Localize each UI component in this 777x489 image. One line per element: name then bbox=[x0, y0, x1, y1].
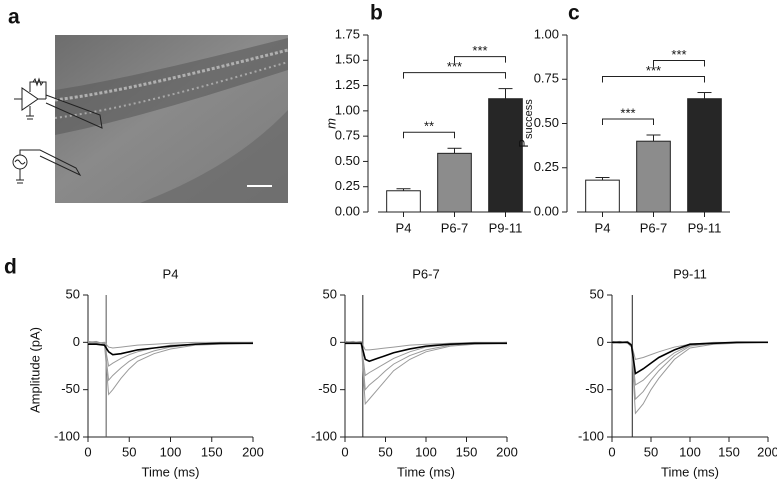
hair-cell-bundles bbox=[54, 48, 289, 102]
y-axis-label: Amplitude (pA) bbox=[27, 327, 42, 413]
bar bbox=[437, 152, 472, 213]
y-tick-label: 0.25 bbox=[534, 159, 559, 174]
x-axis-label: Time (ms) bbox=[141, 464, 199, 479]
y-tick-label: 1.25 bbox=[335, 77, 360, 92]
significance-label: *** bbox=[646, 63, 661, 78]
x-tick-label: 0 bbox=[341, 444, 348, 459]
y-tick-label: 50 bbox=[323, 286, 337, 301]
trace bbox=[611, 340, 768, 360]
tissue-region bbox=[140, 110, 288, 203]
x-tick-label: P4 bbox=[595, 220, 611, 235]
y-tick-label: -100 bbox=[311, 428, 337, 443]
chart-title: P6-7 bbox=[412, 266, 439, 281]
y-tick-label: 50 bbox=[590, 286, 604, 301]
y-tick-label: 0 bbox=[73, 334, 80, 349]
trace bbox=[344, 341, 508, 377]
x-tick-label: 50 bbox=[378, 444, 392, 459]
x-tick-label: 200 bbox=[496, 444, 518, 459]
significance-label: *** bbox=[447, 59, 462, 74]
y-tick-label: 0 bbox=[330, 334, 337, 349]
significance-label: *** bbox=[671, 47, 686, 62]
significance-label: ** bbox=[424, 119, 434, 134]
panel-label: d bbox=[4, 256, 17, 279]
significance-bracket bbox=[403, 72, 506, 79]
x-axis-label: Time (ms) bbox=[397, 464, 455, 479]
x-tick-label: P9-11 bbox=[688, 220, 722, 235]
significance-label: *** bbox=[620, 105, 635, 120]
trace bbox=[87, 340, 254, 382]
significance-bracket bbox=[454, 56, 506, 63]
bar bbox=[386, 190, 421, 213]
significance-bracket bbox=[653, 60, 705, 67]
y-tick-label: 0.75 bbox=[534, 71, 559, 86]
x-tick-label: 150 bbox=[718, 444, 740, 459]
trace bbox=[344, 340, 507, 351]
x-axis-label: Time (ms) bbox=[661, 464, 719, 479]
x-tick-label: 0 bbox=[84, 444, 91, 459]
y-tick-label: 1.50 bbox=[335, 52, 360, 67]
y-tick-label: -50 bbox=[318, 381, 337, 396]
x-tick-label: P6-7 bbox=[441, 220, 468, 235]
panel-label: c bbox=[568, 2, 580, 25]
bar bbox=[687, 98, 722, 213]
y-tick-label: 1.75 bbox=[335, 26, 360, 41]
y-tick-label: 0.00 bbox=[335, 203, 360, 218]
significance-bracket bbox=[602, 118, 654, 126]
trace bbox=[87, 341, 253, 349]
bar bbox=[488, 98, 523, 213]
significance-bracket bbox=[602, 76, 705, 83]
y-axis-label: m bbox=[323, 118, 338, 129]
x-tick-label: 150 bbox=[456, 444, 478, 459]
bar bbox=[636, 140, 671, 213]
panel-label: a bbox=[8, 6, 20, 29]
chart-title: P4 bbox=[163, 266, 179, 281]
y-tick-label: 0.25 bbox=[335, 178, 360, 193]
trace bbox=[88, 342, 253, 356]
hair-cell-row bbox=[55, 38, 288, 135]
y-tick-label: 0.50 bbox=[534, 115, 559, 130]
panel-label: b bbox=[370, 2, 383, 25]
y-tick-label: -50 bbox=[585, 381, 604, 396]
trace bbox=[612, 341, 768, 375]
x-tick-label: 0 bbox=[608, 444, 615, 459]
y-axis-label: Psuccess bbox=[516, 99, 534, 148]
y-axis-label-main: P bbox=[516, 139, 531, 148]
y-tick-label: -50 bbox=[61, 381, 80, 396]
bar bbox=[585, 179, 620, 213]
trace bbox=[87, 340, 254, 396]
x-tick-label: P4 bbox=[396, 220, 412, 235]
x-tick-label: 200 bbox=[242, 444, 264, 459]
y-tick-label: 0.75 bbox=[335, 128, 360, 143]
x-tick-label: 150 bbox=[201, 444, 223, 459]
x-tick-label: 100 bbox=[415, 444, 437, 459]
y-tick-label: -100 bbox=[578, 428, 604, 443]
x-tick-label: P6-7 bbox=[640, 220, 667, 235]
significance-bracket bbox=[403, 131, 455, 139]
chart-title: P9-11 bbox=[673, 266, 707, 281]
trace bbox=[611, 341, 768, 386]
y-tick-label: 1.00 bbox=[534, 26, 559, 41]
y-tick-label: 0.00 bbox=[534, 203, 559, 218]
y-tick-label: 0 bbox=[597, 334, 604, 349]
x-tick-label: 50 bbox=[644, 444, 658, 459]
x-tick-label: 100 bbox=[160, 444, 182, 459]
electrode-schematic bbox=[12, 77, 103, 184]
image-panel: a bbox=[8, 6, 289, 203]
trace bbox=[611, 340, 769, 415]
x-tick-label: P9-11 bbox=[489, 220, 523, 235]
y-tick-label: -100 bbox=[54, 428, 80, 443]
trace bbox=[344, 340, 508, 391]
y-tick-label: 0.50 bbox=[335, 153, 360, 168]
y-tick-label: 1.00 bbox=[335, 102, 360, 117]
y-tick-label: 50 bbox=[66, 286, 80, 301]
trace bbox=[345, 342, 507, 363]
x-tick-label: 200 bbox=[757, 444, 777, 459]
x-tick-label: 100 bbox=[679, 444, 701, 459]
x-tick-label: 50 bbox=[122, 444, 136, 459]
significance-label: *** bbox=[472, 43, 487, 58]
y-axis-label-sub: success bbox=[523, 99, 535, 139]
